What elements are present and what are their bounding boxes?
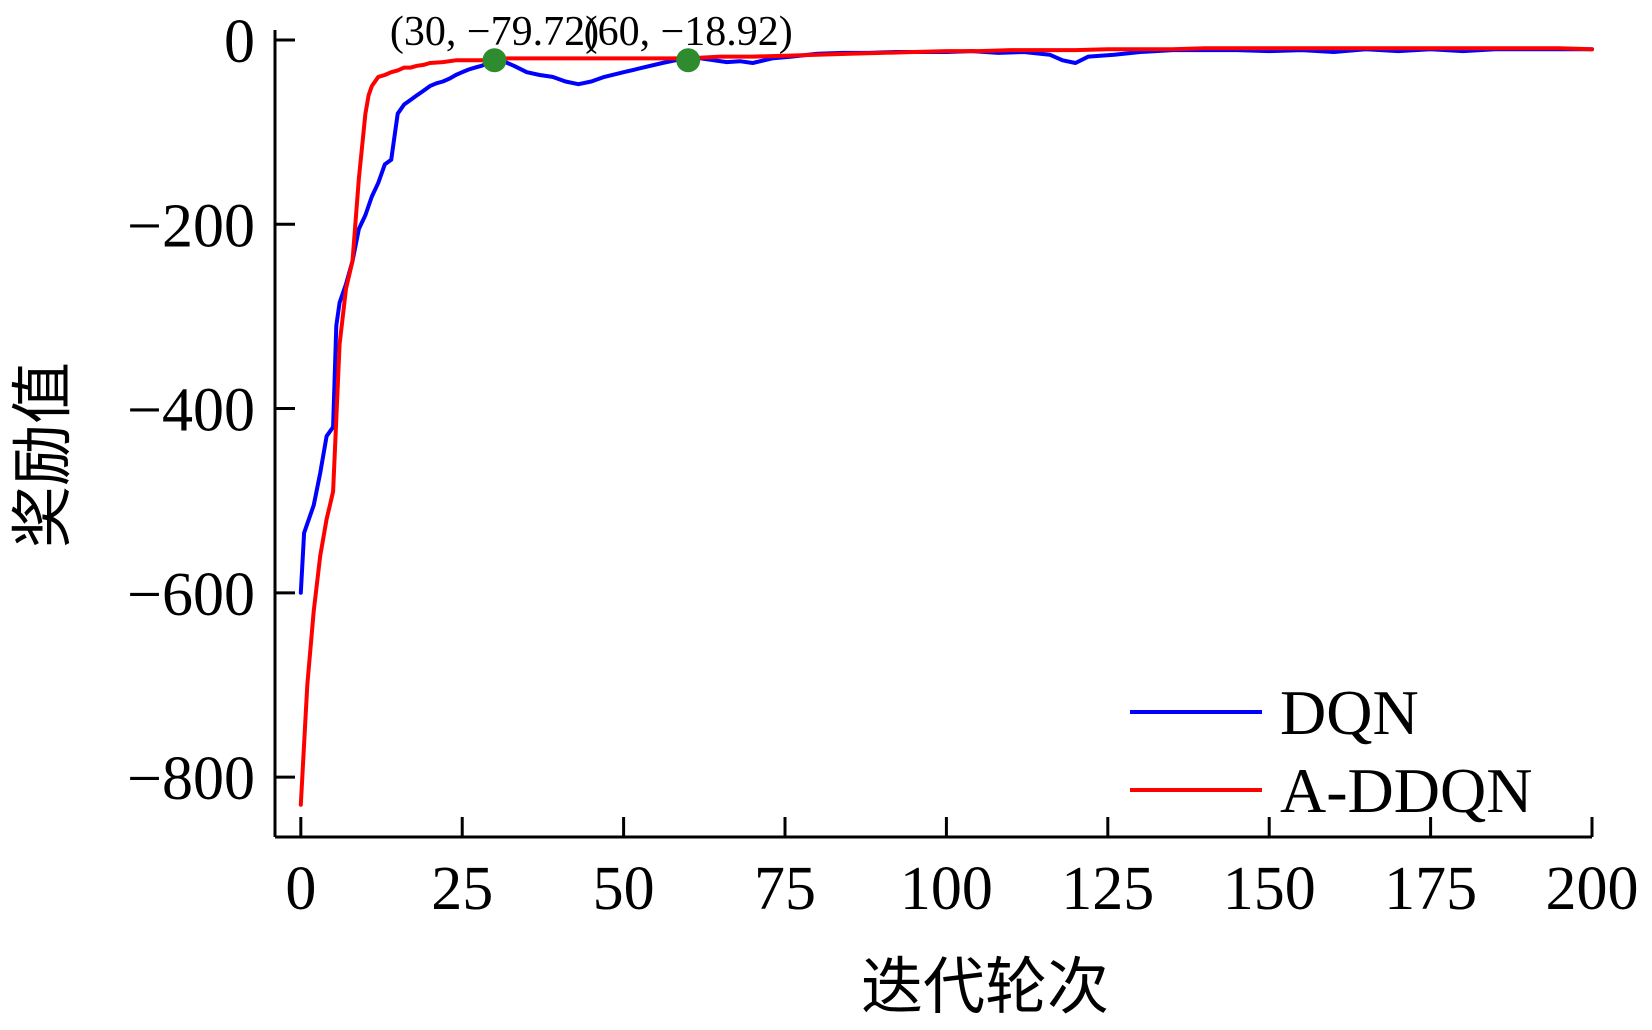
axes — [273, 30, 1592, 839]
legend-label: A-DDQN — [1280, 755, 1532, 826]
x-tick-label: 25 — [431, 855, 493, 923]
plot-lines — [298, 46, 1594, 807]
x-tick-label: 150 — [1223, 855, 1316, 923]
series-line-a-ddqn — [298, 46, 1594, 807]
y-tick-label: −600 — [127, 561, 255, 629]
y-tick-label: 0 — [224, 8, 255, 76]
x-tick-label: 125 — [1061, 855, 1154, 923]
x-tick-label: 175 — [1384, 855, 1477, 923]
series-line-dqn — [298, 47, 1594, 595]
annotation-label: (60, −18.92) — [584, 9, 793, 55]
x-tick-label: 50 — [593, 855, 655, 923]
x-tick-label: 0 — [285, 855, 316, 923]
annotation-label: (30, −79.72) — [390, 9, 599, 55]
y-tick-label: −200 — [127, 192, 255, 260]
annotation-marker — [676, 48, 701, 73]
y-ticks: 0 −200 −400 −600 −800 — [127, 8, 295, 813]
y-tick-label: −400 — [127, 377, 255, 445]
legend-label: DQN — [1280, 677, 1419, 748]
annotation-marker — [482, 48, 507, 73]
x-tick-label: 100 — [900, 855, 993, 923]
x-tick-label: 200 — [1546, 855, 1639, 923]
x-ticks: 0 25 50 75 100 125 150 175 200 — [285, 817, 1639, 923]
x-axis-title: 迭代轮次 — [861, 950, 1109, 1023]
y-axis-title: 奖励值 — [6, 362, 79, 548]
y-tick-label: −800 — [127, 745, 255, 813]
x-tick-label: 75 — [754, 855, 816, 923]
point-annotations: (30, −79.72)(60, −18.92) — [390, 9, 793, 73]
